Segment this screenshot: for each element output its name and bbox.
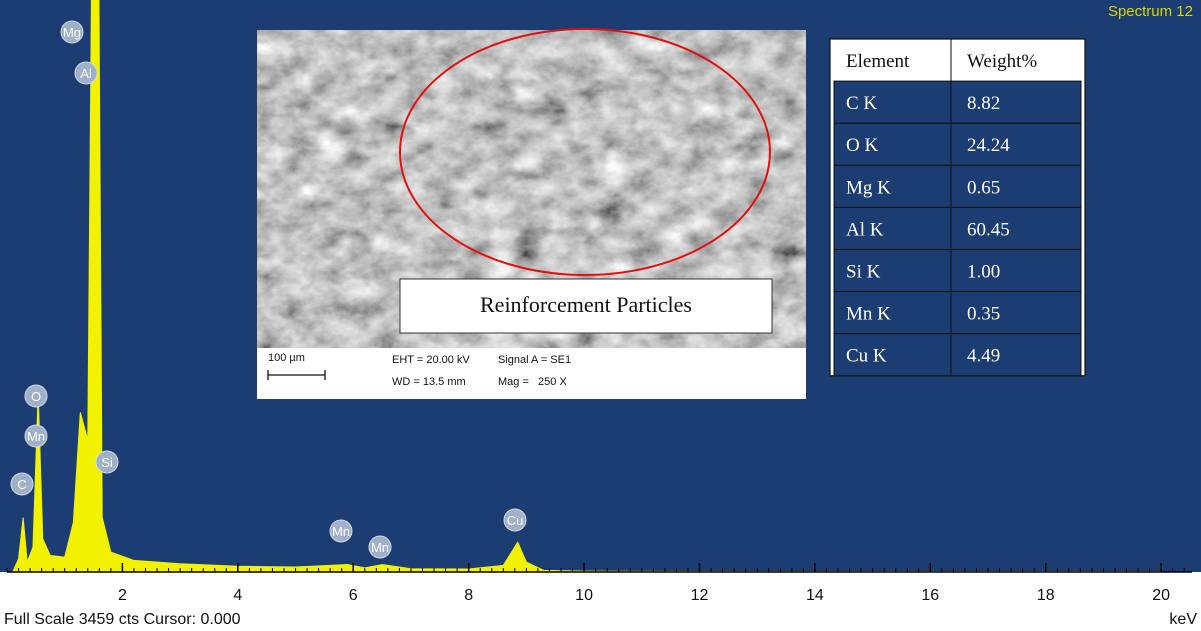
- plot: Mg Al O Mn C Si Mn Mn Cu: [10, 0, 1162, 572]
- eht: EHT = 20.00 kV: [392, 354, 470, 366]
- table-cell-text: 60.45: [967, 219, 1010, 240]
- table-cell-text: Al K: [846, 219, 884, 240]
- x-tick-label: 4: [233, 587, 242, 604]
- table-cell: [833, 80, 952, 124]
- table-cell-text: 8.82: [967, 93, 1000, 114]
- x-tick-label: 8: [464, 587, 473, 604]
- x-tick-label: 2: [118, 587, 127, 604]
- table-cell-text: 0.35: [967, 304, 1000, 325]
- peak-badge: [329, 519, 353, 543]
- table-cell-text: C K: [846, 93, 877, 114]
- caption: Reinforcement Particles: [480, 292, 692, 317]
- table-header: Weight%: [967, 51, 1037, 72]
- table-cell-text: 24.24: [967, 135, 1010, 156]
- peak-badge: [95, 450, 119, 474]
- table-cell: [833, 122, 952, 166]
- caption-box: [399, 278, 773, 334]
- x-tick-label: 12: [691, 587, 709, 604]
- x-tick-label: 6: [349, 587, 358, 604]
- table-cell-text: 0.65: [967, 177, 1000, 198]
- peak-badge: [60, 20, 84, 44]
- peak-label: Al: [80, 66, 92, 81]
- table-cell-text: 1.00: [967, 262, 1000, 283]
- table-cell-text: Mn K: [846, 304, 891, 325]
- table-cell: [950, 291, 1082, 335]
- peak-label: Mn: [27, 429, 45, 444]
- signal: Signal A = SE1: [498, 354, 571, 366]
- table-cell-text: 4.49: [967, 346, 1000, 367]
- table-header: Element: [846, 51, 910, 72]
- wd: WD = 13.5 mm: [392, 376, 466, 388]
- peak-badge: [24, 384, 48, 408]
- table-cell-text: Si K: [846, 262, 881, 283]
- scale-bar-label: 100 µm: [268, 352, 305, 364]
- x-tick-label: 20: [1152, 587, 1170, 604]
- table-cell-text: Cu K: [846, 346, 887, 367]
- footer: Full Scale 3459 cts Cursor: 0.000: [4, 611, 241, 628]
- table-cell-text: Mg K: [846, 177, 891, 198]
- axis: 2 4 6 8 10 12 14 16 18 20: [6, 563, 1185, 604]
- x-tick-label: 10: [575, 587, 593, 604]
- table-cell: [833, 333, 952, 377]
- x-tick-label: 14: [806, 587, 824, 604]
- scale-bar: [267, 370, 326, 380]
- peak-label: O: [31, 389, 41, 404]
- table-cell: [950, 164, 1082, 208]
- peak-label: Si: [101, 455, 113, 470]
- composition-table: Element Weight% C K 8.82 O K 24.24 Mg K 0.65 Al …: [829, 38, 1086, 377]
- peak-badge: [24, 424, 48, 448]
- sem-image: Reinforcement Particles 100 µm EHT = 20.…: [257, 28, 806, 399]
- peak-badge: [74, 61, 98, 85]
- peak-label: Mn: [371, 540, 389, 555]
- chart-title: Spectrum 12: [1108, 3, 1193, 20]
- table-cell: [833, 291, 952, 335]
- table-cell-text: O K: [846, 135, 878, 156]
- peak-badge: [368, 535, 392, 559]
- table-cell: [833, 164, 952, 208]
- sem-info-strip: [257, 348, 806, 399]
- x-axis-label: keV: [1169, 611, 1197, 628]
- spectrum-area: [12, 0, 1162, 572]
- table-cell: [833, 249, 952, 293]
- mag: Mag = 250 X: [498, 376, 567, 388]
- peak-label: C: [17, 477, 26, 492]
- peak-label: Mg: [63, 25, 81, 40]
- table-cell: [950, 333, 1082, 377]
- peak-badge: [10, 472, 34, 496]
- table-cell: [950, 249, 1082, 293]
- highlight-ellipse: [399, 28, 771, 276]
- table-cell: [950, 206, 1082, 250]
- x-tick-label: 18: [1037, 587, 1055, 604]
- peak-label: Cu: [507, 513, 524, 528]
- table-cell: [950, 80, 1082, 124]
- peak-label: Mn: [332, 524, 350, 539]
- peak-badge: [503, 508, 527, 532]
- x-tick-label: 16: [921, 587, 939, 604]
- table-cell: [833, 206, 952, 250]
